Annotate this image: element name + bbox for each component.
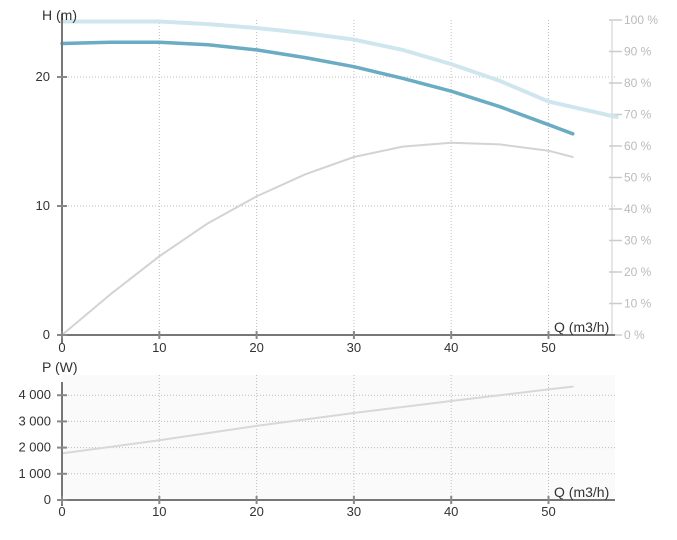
x-axis-tick-label: 40 (444, 340, 458, 355)
right-axis-tick-label: 0 % (624, 328, 645, 342)
x-axis-tick-label: 30 (347, 340, 361, 355)
x-axis-tick-label: 20 (249, 340, 263, 355)
x-axis-title: Q (m3/h) (554, 319, 609, 335)
head-curve (60, 40, 575, 136)
y-axis-tick-label: 10 (36, 198, 50, 213)
right-axis-tick-label: 80 % (624, 76, 652, 90)
x-axis-tick-label: 30 (347, 504, 361, 519)
right-axis-tick-label: 30 % (624, 234, 652, 248)
y-axis-tick-label: 0 (43, 327, 50, 342)
right-axis-tick-label: 60 % (624, 139, 652, 153)
right-axis-tick-label: 90 % (624, 45, 652, 59)
x-axis-tick-label: 20 (249, 504, 263, 519)
right-axis-tick-label: 50 % (624, 171, 652, 185)
y-axis-tick-label: 0 (44, 492, 51, 507)
power-chart-panel: 0 10 20 30 40 50 0 1 000 2 000 3 000 4 000 P (W) Q (… (18, 359, 615, 519)
efficiency-curve (61, 141, 574, 336)
x-axis-tick-label: 0 (58, 504, 65, 519)
power-curve (61, 385, 574, 455)
right-axis-tick-label: 10 % (624, 297, 652, 311)
right-axis-tick-label: 100 % (624, 13, 658, 27)
head-chart-panel: 0 % 10 % 20 % 30 % 40 % 50 % 60 % 70 % 80 % 90 % 1… (36, 7, 659, 355)
right-axis-tick-label: 70 % (624, 108, 652, 122)
y-axis-tick-label: 1 000 (18, 466, 51, 481)
x-axis-tick-label: 0 (58, 340, 65, 355)
x-axis-tick-label: 10 (152, 504, 166, 519)
right-axis-tick-label: 40 % (624, 202, 652, 216)
y-axis-tick-label: 4 000 (18, 387, 51, 402)
x-axis-title: Q (m3/h) (554, 484, 609, 500)
y-axis-title: H (m) (42, 7, 77, 23)
right-axis-tick-label: 20 % (624, 265, 652, 279)
x-axis-tick-label: 10 (152, 340, 166, 355)
y-axis-title: P (W) (42, 359, 78, 375)
x-axis-tick-label: 50 (541, 504, 555, 519)
y-axis-tick-label: 2 000 (18, 440, 51, 455)
max-head-curve (60, 19, 619, 119)
x-axis-tick-label: 40 (444, 504, 458, 519)
x-axis-tick-label: 50 (541, 340, 555, 355)
y-axis-tick-label: 20 (36, 69, 50, 84)
y-axis-tick-label: 3 000 (18, 413, 51, 428)
plot-background (62, 375, 615, 500)
